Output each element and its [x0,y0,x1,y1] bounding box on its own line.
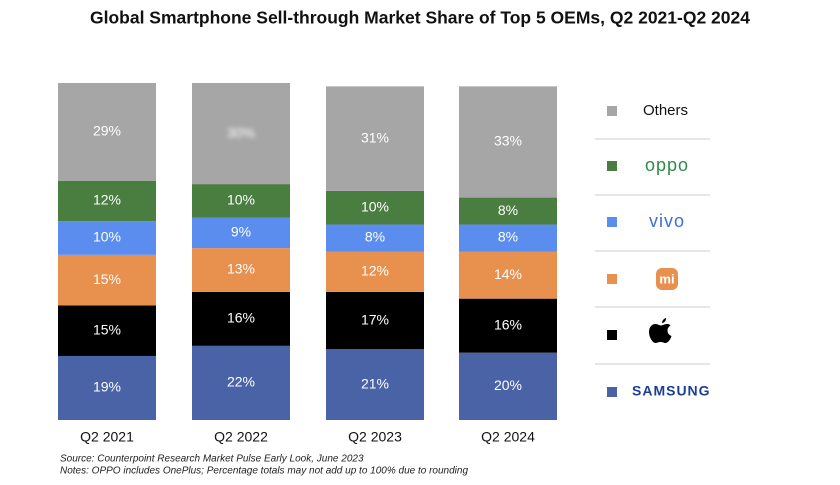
legend-swatch [607,161,617,171]
bar-segment [192,345,290,420]
legend-logo-bg [656,268,678,290]
legend-swatch [607,387,617,397]
legend-label: oppo [645,155,689,175]
bar-segment [58,83,156,181]
data-label: 29% [93,123,121,139]
bar-segment [58,221,156,255]
chart-title: Global Smartphone Sell-through Market Sh… [90,8,750,28]
legend-label: SAMSUNG [632,383,711,399]
data-label: 9% [231,224,251,240]
bar-segment [58,254,156,306]
bar-segment [192,184,290,218]
bar-segment [459,86,557,198]
data-label: 13% [227,261,255,277]
bar-segment [192,83,290,185]
data-label: 22% [227,374,255,390]
bar-segment [326,224,424,252]
data-label: 8% [498,229,518,245]
bar-segment [326,190,424,225]
data-label: 12% [93,192,121,208]
data-label: 16% [494,316,522,332]
data-label: 21% [361,375,389,391]
data-label: 20% [494,377,522,393]
legend-label: vivo [649,211,685,231]
data-label: 16% [227,310,255,326]
data-label: 31% [361,129,389,145]
data-label: 19% [93,379,121,395]
bar-segment [459,352,557,420]
bar-segment [459,251,557,299]
bar-segment [326,251,424,292]
x-tick-label: Q2 2021 [80,429,134,445]
x-tick-label: Q2 2022 [214,429,268,445]
data-label: 14% [494,266,522,282]
data-label: 12% [361,262,389,278]
legend-label: mi [659,271,674,286]
data-label: 8% [365,229,385,245]
data-label: 10% [361,198,389,214]
data-label: 33% [494,133,522,149]
bar-segment [58,180,156,222]
data-label: 15% [93,321,121,337]
legend-label: Others [643,102,688,119]
notes: Notes: OPPO includes OnePlus; Percentage… [60,466,468,477]
legend-swatch [607,106,617,116]
data-label: 8% [498,202,518,218]
x-tick-label: Q2 2023 [348,429,402,445]
bar-segment [58,355,156,420]
data-label: 15% [93,271,121,287]
bar-segment [192,291,290,346]
legend-swatch [607,330,617,340]
bar-segment [326,349,424,420]
legend-swatch [607,217,617,227]
bar-segment [459,224,557,252]
bar-segment [459,298,557,353]
bar-segment [192,217,290,249]
legend-separators [595,138,710,365]
bar-segment [326,86,424,191]
data-label: 10% [227,192,255,208]
bar-segment [326,291,424,350]
source: Source: Counterpoint Research Market Pul… [60,454,364,465]
x-tick-label: Q2 2024 [481,429,535,445]
apple-logo [649,318,672,343]
bar-segment [459,197,557,225]
data-label: 17% [361,311,389,327]
bar-segment [192,248,290,292]
bar-segment [58,305,156,356]
legend-swatch [607,274,617,284]
data-label: 30% [227,124,255,140]
data-label: 10% [93,229,121,245]
